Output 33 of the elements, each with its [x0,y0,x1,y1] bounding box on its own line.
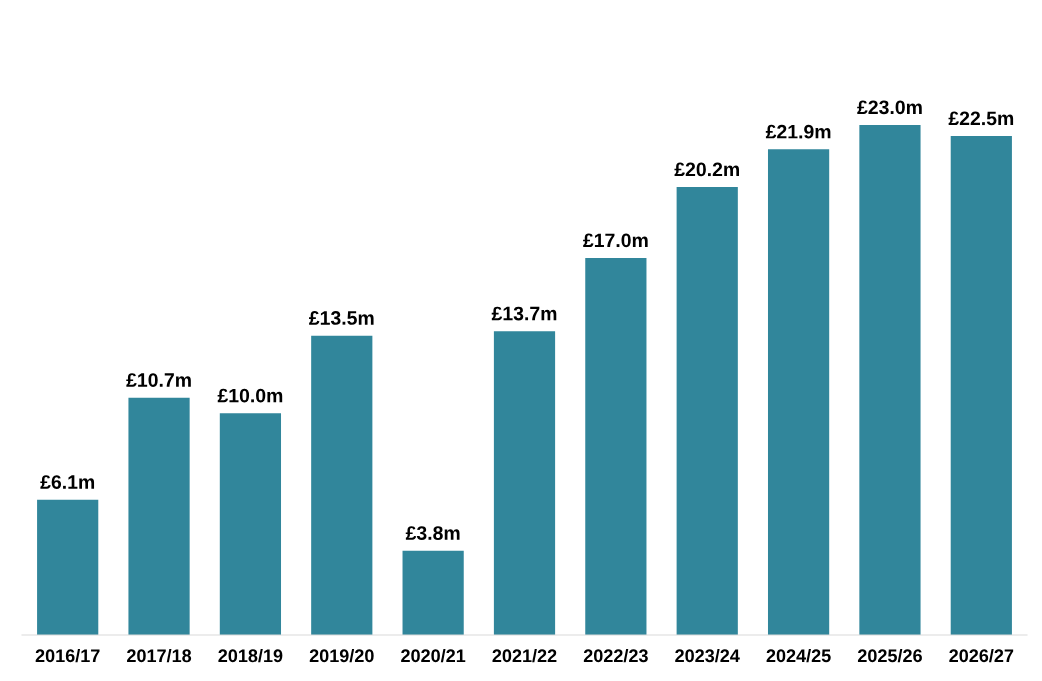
data-label: £23.0m [857,100,922,115]
bar [493,331,556,635]
data-label: £13.5m [309,311,374,325]
bar [676,187,738,635]
bar [128,397,190,635]
data-label: £13.7m [491,306,557,321]
x-tick-label: 2019/20 [309,648,374,663]
bar [37,499,99,635]
x-tick-label: 2025/26 [857,648,922,663]
x-tick-label: 2016/17 [35,648,100,663]
data-label: £17.0m [583,233,648,248]
data-label: £20.2m [674,162,739,177]
data-label: £22.5m [948,111,1014,126]
bar [585,258,647,635]
x-tick-label: 2022/23 [583,648,648,663]
data-label: £6.1m [40,475,95,489]
x-tick-label: 2024/25 [766,648,831,663]
data-label: £21.9m [765,124,831,139]
bar [219,413,282,635]
x-tick-label: 2026/27 [949,648,1014,663]
bar [950,136,1012,635]
bar [311,335,373,635]
bar [402,550,464,635]
x-tick-label: 2021/22 [492,648,557,663]
x-tick-label: 2020/21 [401,648,466,663]
x-tick-label: 2017/18 [127,648,192,663]
data-label: £10.0m [217,388,283,403]
bar [859,124,921,635]
bar [767,149,830,635]
x-tick-label: 2018/19 [218,648,283,663]
data-label: £3.8m [405,526,460,540]
data-label: £10.7m [126,373,191,387]
x-tick-label: 2023/24 [675,648,740,663]
